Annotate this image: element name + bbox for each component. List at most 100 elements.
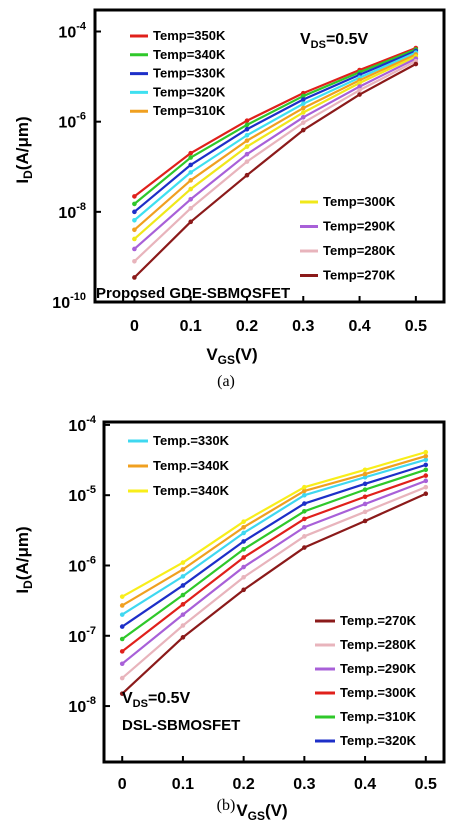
data-point — [423, 467, 429, 473]
series-a-2 — [132, 48, 419, 215]
data-point — [180, 592, 186, 598]
data-point — [423, 478, 429, 484]
legend-label: Temp=320K — [153, 84, 226, 99]
data-point — [244, 132, 250, 138]
data-point — [362, 487, 368, 492]
series-b-5 — [119, 478, 429, 667]
data-point — [188, 162, 193, 168]
data-point — [362, 518, 368, 524]
data-point — [362, 494, 368, 500]
data-point — [302, 524, 307, 530]
x-tick-label: 0.1 — [180, 318, 202, 335]
data-point — [362, 501, 368, 507]
series-line — [121, 492, 427, 695]
data-point — [119, 624, 125, 629]
data-point — [132, 209, 137, 215]
panel-caption: (a) — [217, 373, 235, 390]
data-point — [244, 118, 250, 124]
legend-label: Temp=330K — [153, 66, 226, 81]
legend-label: Temp.=310K — [340, 709, 417, 724]
series-line — [121, 486, 427, 679]
data-point — [423, 457, 429, 462]
device-annotation: Proposed GDE-SBMOSFET — [96, 285, 290, 302]
data-point — [132, 246, 137, 252]
legend-label: Temp=280K — [323, 243, 396, 258]
legend-top-entry-1: Temp=340K — [130, 47, 226, 62]
data-point — [413, 61, 419, 67]
legend-bottom-entry-0: Temp=300K — [300, 194, 396, 209]
data-point — [244, 172, 250, 178]
series-b-4 — [119, 484, 429, 681]
data-point — [302, 488, 307, 494]
data-point — [119, 661, 125, 667]
legend-label: Temp=310K — [153, 103, 226, 118]
data-point — [357, 84, 362, 89]
device-annotation: DSL-SBMOSFET — [122, 717, 240, 734]
series-a-7 — [132, 58, 419, 264]
y-axis-label-group: ID(A/μm) — [13, 526, 35, 593]
data-point — [357, 92, 362, 97]
y-tick-label: 10-6 — [68, 554, 96, 575]
series-line — [121, 463, 427, 628]
data-point — [180, 574, 186, 579]
data-point — [302, 492, 307, 498]
data-point — [244, 122, 250, 128]
vds-annotation: VDS=0.5V — [122, 690, 191, 710]
series-line — [133, 55, 417, 240]
series-line — [133, 60, 417, 263]
data-point — [357, 87, 362, 93]
x-tick-label: 0.2 — [233, 776, 255, 793]
data-point — [302, 484, 307, 490]
legend-bottom-entry-0: Temp.=270K — [315, 613, 417, 628]
data-point — [180, 583, 186, 588]
data-point — [241, 530, 246, 536]
data-point — [119, 691, 125, 696]
data-point — [423, 484, 429, 490]
series-b-0 — [119, 457, 429, 617]
legend-top-entry-1: Temp.=340K — [128, 458, 230, 473]
x-tick-label: 0.1 — [172, 776, 194, 793]
series-line — [133, 49, 417, 213]
legend-label: Temp.=340K — [153, 458, 230, 473]
series-a-1 — [132, 47, 419, 207]
legend-label: Temp.=280K — [340, 637, 417, 652]
data-point — [423, 462, 429, 468]
y-tick-label: 10-5 — [68, 484, 96, 505]
data-point — [241, 555, 246, 560]
data-point — [119, 612, 125, 617]
legend-bottom-entry-1: Temp=290K — [300, 219, 396, 234]
data-point — [180, 612, 186, 617]
series-b-1 — [119, 453, 429, 608]
x-tick-label: 0.5 — [405, 318, 427, 335]
series-line — [133, 48, 417, 205]
data-point — [300, 115, 306, 120]
plot-frame — [93, 8, 446, 304]
x-tick-label: 0.4 — [354, 776, 376, 793]
legend-label: Temp=340K — [153, 47, 226, 62]
y-tick-label: 10-8 — [58, 201, 86, 222]
data-point — [302, 501, 307, 506]
data-point — [132, 194, 137, 199]
series-line — [133, 51, 417, 222]
data-point — [423, 453, 429, 459]
data-point — [188, 186, 193, 192]
data-point — [423, 473, 429, 478]
legend-bottom-entry-4: Temp.=310K — [315, 709, 417, 724]
x-tick-label: 0 — [130, 318, 139, 335]
legend-top-entry-4: Temp=310K — [130, 103, 226, 118]
series-line — [121, 468, 427, 640]
y-tick-label: 10-4 — [58, 21, 86, 42]
legend-label: Temp.=320K — [340, 733, 417, 748]
data-point — [188, 170, 193, 175]
series-b-2 — [119, 449, 429, 599]
legend-bottom-entry-2: Temp.=290K — [315, 661, 417, 676]
data-point — [357, 80, 362, 86]
data-point — [244, 151, 250, 157]
series-line — [121, 474, 427, 653]
x-axis-label: VGS(V) — [236, 801, 287, 820]
data-point — [300, 110, 306, 115]
data-point — [119, 675, 125, 681]
data-point — [132, 236, 137, 242]
data-point — [241, 519, 246, 524]
